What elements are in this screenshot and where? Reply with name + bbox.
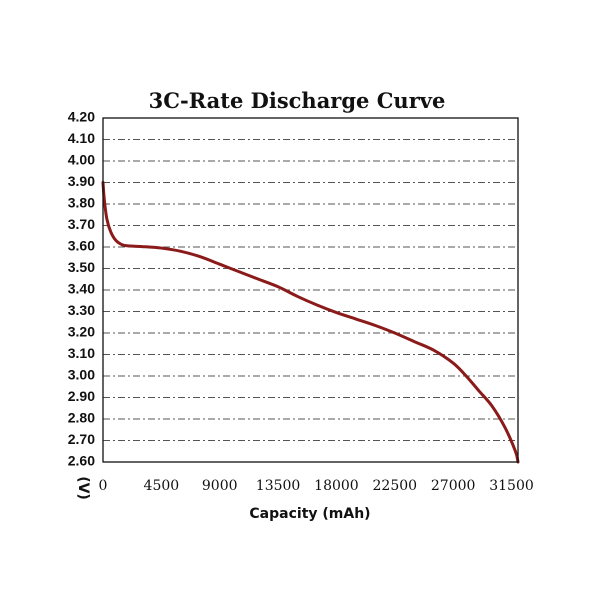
y-axis-label: (V) xyxy=(75,476,91,500)
grid-lines xyxy=(103,139,518,441)
y-tick-label: 3.10 xyxy=(68,345,95,361)
x-axis-ticks: 0 4500 9000 13500 18000 22500 27000 31500 xyxy=(99,478,534,494)
y-tick-label: 4.20 xyxy=(68,109,95,125)
x-tick-label: 4500 xyxy=(144,478,180,494)
y-tick-label: 3.40 xyxy=(68,281,95,297)
x-tick-label: 22500 xyxy=(373,478,418,494)
x-tick-label: 18000 xyxy=(314,478,359,494)
x-tick-label: 27000 xyxy=(431,478,476,494)
y-tick-label: 3.60 xyxy=(68,238,95,254)
x-tick-label: 0 xyxy=(99,478,108,494)
y-tick-label: 3.90 xyxy=(68,173,95,189)
y-tick-label: 4.10 xyxy=(68,130,95,146)
x-tick-label: 9000 xyxy=(202,478,238,494)
discharge-curve-line xyxy=(101,181,520,464)
y-tick-label: 4.00 xyxy=(68,152,95,168)
y-tick-label: 2.90 xyxy=(68,388,95,404)
y-tick-label: 3.70 xyxy=(68,216,95,232)
y-tick-label: 2.60 xyxy=(68,453,95,469)
y-tick-label: 3.30 xyxy=(68,302,95,318)
x-axis-label: Capacity (mAh) xyxy=(249,506,370,522)
y-tick-label: 3.50 xyxy=(68,259,95,275)
y-tick-label: 3.80 xyxy=(68,195,95,211)
y-tick-label: 3.00 xyxy=(68,367,95,383)
y-tick-label: 3.20 xyxy=(68,324,95,340)
x-tick-label: 13500 xyxy=(256,478,301,494)
y-tick-label: 2.80 xyxy=(68,410,95,426)
chart-title: 3C-Rate Discharge Curve xyxy=(149,88,446,113)
plot-frame xyxy=(102,117,519,463)
x-tick-label: 31500 xyxy=(489,478,534,494)
y-axis-ticks: 4.20 4.10 4.00 3.90 3.80 3.70 3.60 3.50 3.40 3.30… xyxy=(68,109,95,469)
y-tick-label: 2.70 xyxy=(68,431,95,447)
